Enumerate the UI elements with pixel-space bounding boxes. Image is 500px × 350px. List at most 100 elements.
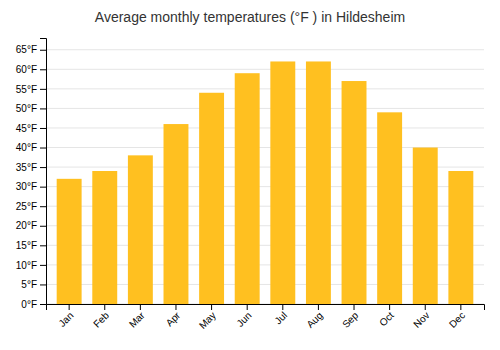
y-tick-mark (40, 245, 46, 246)
y-tick-mark (40, 187, 46, 188)
y-tick-mark (40, 284, 46, 285)
y-tick: 60°F (16, 64, 46, 75)
grid-line (46, 127, 484, 128)
x-tick-label: Oct (377, 310, 396, 329)
y-tick-label: 20°F (16, 220, 37, 231)
x-tick-label: Jun (234, 310, 253, 329)
bar (413, 148, 438, 304)
x-tick-mark (104, 304, 105, 310)
x-tick-label: Jan (56, 310, 75, 329)
x-tick-label: Apr (164, 309, 183, 328)
y-tick: 35°F (16, 162, 46, 173)
bar (57, 179, 82, 304)
y-tick-label: 30°F (16, 181, 37, 192)
x-tick-mark (175, 304, 176, 310)
grid (46, 50, 484, 304)
y-tick-mark (40, 89, 46, 90)
x-tick: Jan (56, 304, 75, 329)
y-tick: 40°F (16, 142, 46, 153)
y-axis-line (40, 39, 47, 305)
x-tick-mark (425, 304, 426, 310)
y-tick: 15°F (16, 240, 46, 251)
y-tick: 30°F (16, 181, 46, 192)
y-tick-mark (40, 128, 46, 129)
x-tick: Aug (304, 304, 324, 330)
bars (57, 61, 474, 304)
x-tick-mark (354, 304, 355, 310)
y-tick-mark (40, 304, 46, 305)
x-axis-line (47, 305, 485, 311)
y-tick-mark (40, 226, 46, 227)
y-tick-mark (40, 265, 46, 266)
x-tick-label: Dec (447, 310, 467, 330)
y-tick-mark (40, 167, 46, 168)
x-axis: Jan Feb Mar Apr May Jun Jul Aug Sep Oct Nov Dec (47, 304, 485, 331)
bar (306, 61, 331, 304)
y-tick-mark (40, 69, 46, 70)
chart-svg: Average monthly temperatures (°F ) in Hi… (0, 0, 500, 350)
y-tick-label: 65°F (16, 44, 37, 55)
y-tick: 0°F (21, 299, 46, 310)
x-tick-mark (389, 304, 390, 310)
x-tick: Nov (411, 304, 431, 330)
x-tick-mark (460, 304, 461, 310)
y-tick-label: 60°F (16, 64, 37, 75)
x-tick-mark (318, 304, 319, 310)
x-tick: Mar (127, 304, 147, 330)
x-tick: Sep (340, 304, 361, 330)
x-tick: Oct (377, 304, 396, 328)
y-tick-label: 5°F (21, 279, 37, 290)
bar (448, 171, 473, 304)
y-tick-label: 50°F (16, 103, 37, 114)
bar (342, 81, 367, 304)
y-tick: 5°F (21, 279, 46, 290)
x-tick-mark (211, 304, 212, 310)
x-tick-mark (140, 304, 141, 310)
x-tick-label: Mar (127, 309, 147, 329)
y-tick-label: 15°F (16, 240, 37, 251)
y-tick-label: 25°F (16, 201, 37, 212)
x-tick-label: Feb (91, 309, 111, 329)
y-tick-label: 40°F (16, 142, 37, 153)
x-tick-label: Jul (272, 310, 289, 327)
y-tick: 20°F (16, 220, 46, 231)
x-tick-label: May (197, 310, 218, 331)
y-tick-label: 55°F (16, 84, 37, 95)
plot: Jan Feb Mar Apr May Jun Jul Aug Sep Oct Nov Dec 0°F 5… (16, 39, 485, 331)
x-tick-mark (282, 304, 283, 310)
grid-line (46, 69, 484, 70)
chart-container: Average monthly temperatures (°F ) in Hi… (0, 0, 500, 350)
x-tick-label: Sep (340, 309, 361, 330)
y-tick-mark (40, 148, 46, 149)
y-tick: 55°F (16, 84, 46, 95)
y-tick: 50°F (16, 103, 46, 114)
x-tick: Apr (164, 304, 183, 328)
x-tick-mark (69, 304, 70, 310)
y-tick: 65°F (16, 44, 46, 55)
y-tick-label: 35°F (16, 162, 37, 173)
bar (377, 112, 402, 304)
chart-title: Average monthly temperatures (°F ) in Hi… (95, 9, 405, 25)
bar (92, 171, 117, 304)
x-tick-label: Nov (411, 310, 431, 330)
x-tick: Feb (91, 304, 111, 330)
x-tick-label: Aug (304, 310, 324, 330)
grid-line (46, 49, 484, 50)
y-tick-label: 10°F (16, 260, 37, 271)
x-tick: Jun (234, 304, 253, 329)
y-tick: 45°F (16, 123, 46, 134)
bar (270, 61, 295, 304)
y-tick: 25°F (16, 201, 46, 212)
x-tick: Jul (272, 304, 289, 326)
x-tick: Dec (447, 304, 467, 330)
grid-line (46, 88, 484, 89)
bar (199, 93, 224, 304)
bar (164, 124, 189, 304)
y-axis: 0°F 5°F 10°F 15°F 20°F 25°F 30°F 35°F 40°F 45°F 50… (16, 39, 47, 310)
y-tick: 10°F (16, 260, 46, 271)
bar (235, 73, 260, 304)
y-tick-label: 45°F (16, 123, 37, 134)
x-tick-mark (247, 304, 248, 310)
y-tick-mark (40, 206, 46, 207)
y-tick-mark (40, 108, 46, 109)
